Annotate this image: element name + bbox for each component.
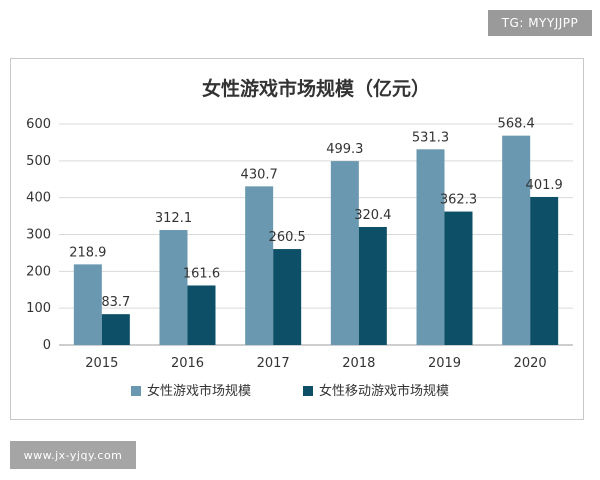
bar-female-mobile-game [101, 314, 130, 345]
x-tick-label: 2016 [171, 356, 204, 371]
data-label: 83.7 [101, 295, 130, 310]
bar-female-game [416, 149, 445, 345]
bar-chart: 女性游戏市场规模（亿元） 0 100 200 300 400 500 600 218.9 83.7… [26, 77, 573, 399]
bar-female-game [245, 186, 274, 345]
bar-female-mobile-game [273, 249, 302, 345]
data-label: 401.9 [526, 178, 563, 193]
data-label: 218.9 [69, 245, 106, 260]
data-label: 430.7 [241, 167, 278, 182]
data-label: 161.6 [183, 266, 220, 281]
data-label: 260.5 [269, 230, 306, 245]
data-label: 568.4 [498, 117, 535, 132]
y-tick-label: 300 [26, 228, 51, 243]
bar-female-mobile-game [187, 285, 216, 345]
y-tick-label: 100 [26, 301, 51, 316]
y-tick-label: 200 [26, 264, 51, 279]
data-label: 362.3 [440, 193, 477, 208]
x-tick-label: 2017 [257, 356, 290, 371]
data-label: 320.4 [354, 208, 391, 223]
x-tick-label: 2019 [428, 356, 461, 371]
bar-female-mobile-game [358, 226, 387, 345]
y-tick-label: 600 [26, 117, 51, 132]
legend-swatch [131, 386, 141, 396]
bar-female-mobile-game [444, 211, 473, 345]
watermark-top: TG: MYYJJPP [488, 10, 592, 36]
bar-female-game [159, 230, 188, 345]
x-tick-label: 2020 [514, 356, 547, 371]
data-label: 531.3 [412, 130, 449, 145]
x-tick-label: 2018 [342, 356, 375, 371]
chart-frame: 女性游戏市场规模（亿元） 0 100 200 300 400 500 600 218.9 83.7… [10, 58, 584, 420]
legend-swatch [303, 386, 313, 396]
y-tick-label: 0 [43, 338, 51, 353]
chart-title: 女性游戏市场规模（亿元） [202, 77, 430, 100]
bar-female-game [330, 161, 359, 345]
data-label: 312.1 [155, 211, 192, 226]
bar-female-mobile-game [530, 196, 559, 345]
y-tick-label: 400 [26, 191, 51, 206]
data-label: 499.3 [326, 142, 363, 157]
y-tick-label: 500 [26, 154, 51, 169]
watermark-bottom: www.jx-yjqy.com [10, 441, 136, 469]
bar-female-game [502, 135, 531, 345]
legend-label: 女性游戏市场规模 [147, 383, 251, 399]
legend-label: 女性移动游戏市场规模 [319, 383, 449, 399]
x-tick-label: 2015 [85, 356, 118, 371]
bar-female-game [73, 264, 102, 345]
